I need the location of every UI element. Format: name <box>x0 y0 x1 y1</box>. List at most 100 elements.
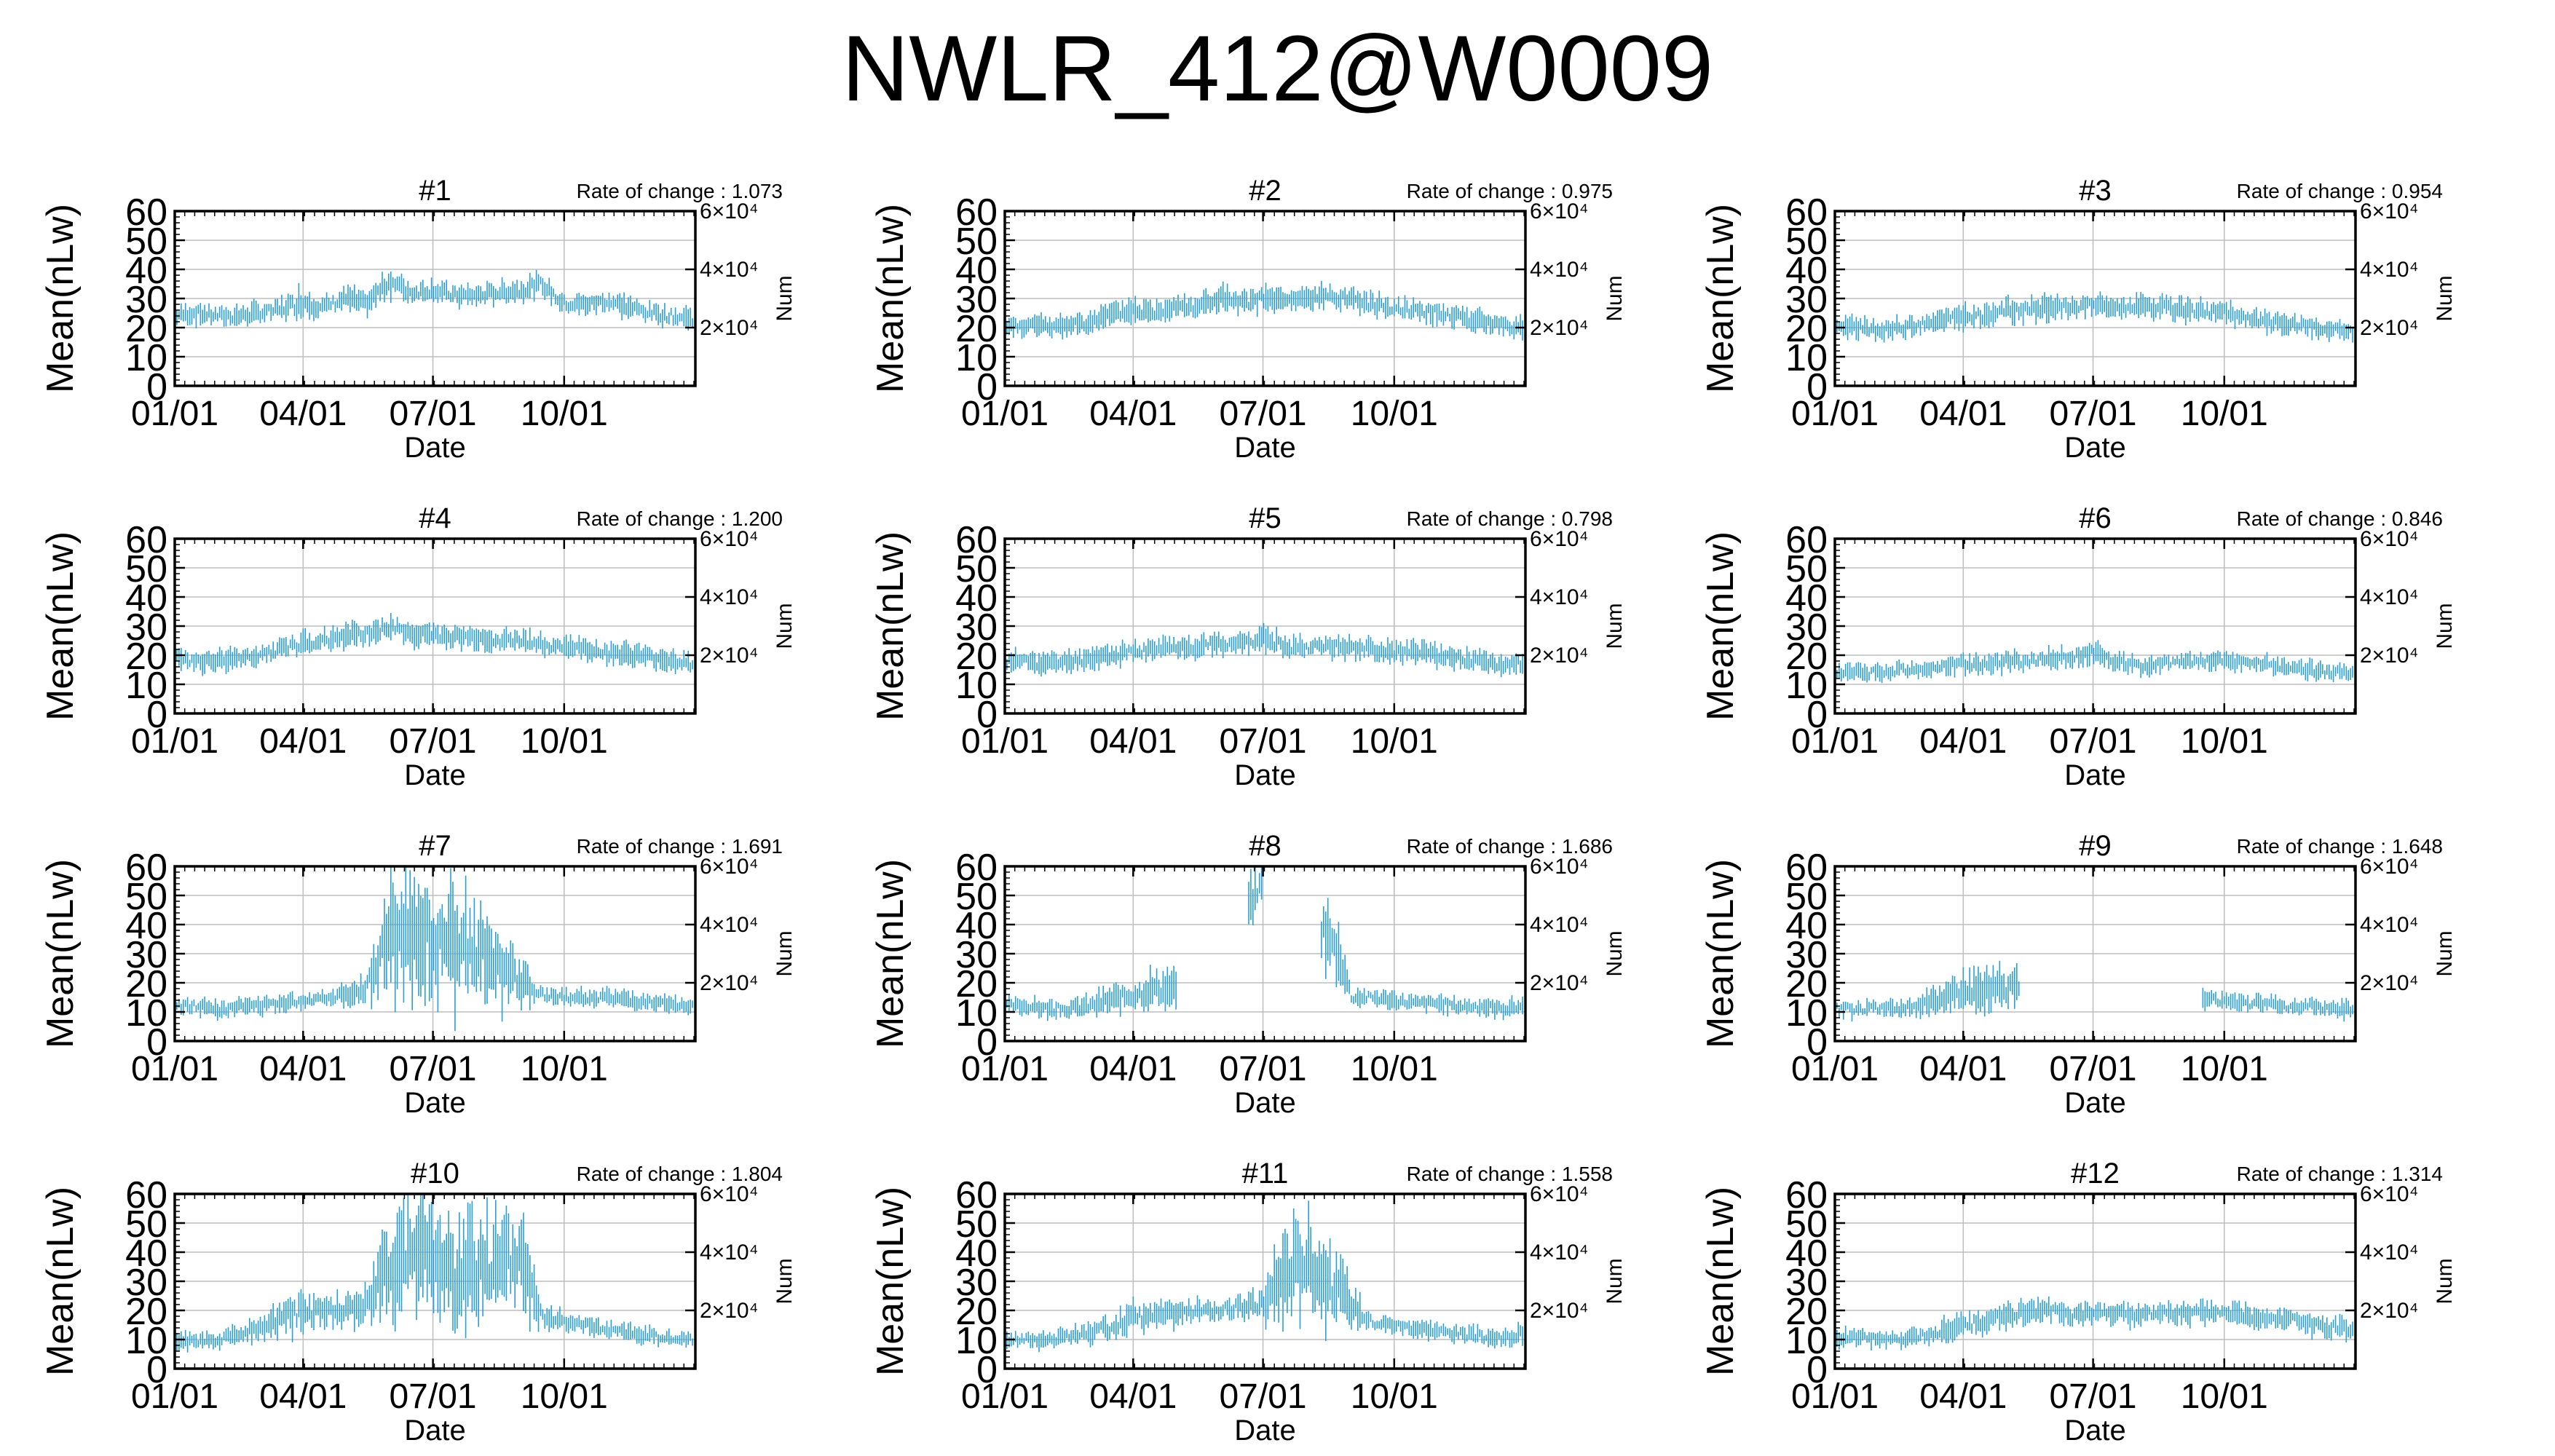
x-tick-label: 07/01 <box>2049 395 2136 433</box>
y2-tick-label: 6×10⁴ <box>700 527 758 551</box>
x-tick-label: 10/01 <box>1351 1050 1438 1088</box>
x-tick-label: 10/01 <box>1351 395 1438 433</box>
rate-of-change-annotation: Rate of change : 1.558 <box>1407 1163 1613 1185</box>
y-tick-label: 20 <box>1785 1291 1828 1333</box>
y-tick-label: 30 <box>955 279 998 321</box>
y2-axis-label: Num <box>1603 603 1627 649</box>
y-tick-label: 10 <box>125 992 167 1034</box>
y-tick-label: 60 <box>955 191 998 234</box>
y2-tick-label: 4×10⁴ <box>700 1241 758 1265</box>
x-tick-label: 07/01 <box>1219 1377 1306 1416</box>
y2-tick-label: 4×10⁴ <box>2360 585 2418 609</box>
x-tick-label: 10/01 <box>2181 1050 2268 1088</box>
x-tick-label: 07/01 <box>1219 395 1306 433</box>
y-tick-label: 30 <box>125 934 167 976</box>
major-ticks <box>1003 1192 1525 1370</box>
y2-axis-label: Num <box>2433 930 2457 976</box>
subplot-title: #7 <box>419 830 451 862</box>
x-tick-label: 07/01 <box>1219 722 1306 761</box>
y2-tick-label: 6×10⁴ <box>1530 527 1588 551</box>
y2-tick-label: 4×10⁴ <box>1530 1241 1588 1265</box>
x-axis-label: Date <box>404 1087 466 1119</box>
y2-axis-label: Num <box>2433 275 2457 321</box>
rate-of-change-annotation: Rate of change : 0.954 <box>2237 180 2443 202</box>
major-ticks <box>1003 210 1525 387</box>
rate-of-change-annotation: Rate of change : 1.073 <box>577 180 783 202</box>
y-tick-label: 50 <box>1785 876 1828 918</box>
y-tick-label: 20 <box>125 636 167 678</box>
subplot-title: #6 <box>2079 502 2112 534</box>
y2-tick-label: 2×10⁴ <box>1530 971 1588 995</box>
y-tick-label: 30 <box>955 1262 998 1304</box>
data-series <box>1004 280 1523 341</box>
x-tick-label: 07/01 <box>389 722 476 761</box>
y2-axis-label: Num <box>773 275 797 321</box>
x-tick-label: 07/01 <box>389 395 476 433</box>
y2-tick-label: 2×10⁴ <box>700 1299 758 1323</box>
y-tick-label: 0 <box>976 1349 998 1391</box>
y-tick-label: 30 <box>955 606 998 649</box>
y-tick-label: 40 <box>1785 1233 1828 1275</box>
y2-tick-label: 2×10⁴ <box>1530 316 1588 340</box>
x-axis-label: Date <box>1234 1415 1296 1447</box>
y-tick-label: 20 <box>955 963 998 1005</box>
y-tick-label: 20 <box>1785 636 1828 678</box>
y-tick-label: 60 <box>125 1174 167 1216</box>
y-tick-label: 40 <box>955 577 998 620</box>
y2-tick-label: 4×10⁴ <box>700 913 758 937</box>
y-tick-label: 30 <box>125 279 167 321</box>
y-tick-label: 10 <box>125 337 167 379</box>
x-tick-label: 07/01 <box>1219 1050 1306 1088</box>
subplot-title: #10 <box>411 1158 459 1190</box>
x-tick-label: 01/01 <box>1791 395 1879 433</box>
y-axis-label: Mean(nLw) <box>869 859 912 1048</box>
subplot-title: #1 <box>419 175 451 207</box>
y2-tick-label: 6×10⁴ <box>2360 855 2418 879</box>
y-tick-label: 10 <box>955 665 998 707</box>
major-ticks <box>1003 537 1525 715</box>
y-tick-label: 60 <box>125 519 167 561</box>
rate-of-change-annotation: Rate of change : 1.691 <box>577 835 783 858</box>
x-tick-label: 01/01 <box>961 395 1049 433</box>
y-tick-label: 20 <box>125 963 167 1005</box>
y-tick-label: 10 <box>1785 1320 1828 1362</box>
y-tick-label: 10 <box>955 992 998 1034</box>
y-tick-label: 60 <box>1785 847 1828 889</box>
major-ticks <box>173 210 695 387</box>
x-axis-label: Date <box>1234 759 1296 791</box>
y2-tick-label: 6×10⁴ <box>2360 199 2418 223</box>
y-tick-label: 50 <box>1785 221 1828 263</box>
x-tick-label: 07/01 <box>2049 1050 2136 1088</box>
x-tick-label: 01/01 <box>131 1050 218 1088</box>
y-tick-label: 50 <box>955 876 998 918</box>
x-tick-label: 04/01 <box>1089 395 1177 433</box>
y-tick-label: 60 <box>125 191 167 234</box>
y-tick-label: 0 <box>1806 1021 1828 1064</box>
x-tick-label: 10/01 <box>521 395 608 433</box>
y2-tick-label: 6×10⁴ <box>2360 1182 2418 1206</box>
y2-axis-label: Num <box>1603 1258 1627 1304</box>
y-tick-label: 60 <box>955 519 998 561</box>
y-tick-label: 0 <box>146 366 167 408</box>
y-tick-label: 10 <box>955 337 998 379</box>
y-tick-label: 40 <box>955 250 998 292</box>
data-series <box>174 613 693 676</box>
x-axis-label: Date <box>2064 1415 2126 1447</box>
x-tick-label: 07/01 <box>2049 722 2136 761</box>
y2-tick-label: 4×10⁴ <box>1530 585 1588 609</box>
y2-tick-label: 6×10⁴ <box>2360 527 2418 551</box>
x-tick-label: 10/01 <box>2181 722 2268 761</box>
y2-axis-label: Num <box>773 930 797 976</box>
y2-tick-label: 6×10⁴ <box>1530 1182 1588 1206</box>
y2-tick-label: 2×10⁴ <box>700 644 758 668</box>
y2-tick-label: 4×10⁴ <box>700 585 758 609</box>
x-tick-label: 01/01 <box>1791 722 1879 761</box>
y-tick-label: 10 <box>1785 992 1828 1034</box>
y-tick-label: 40 <box>125 250 167 292</box>
rate-of-change-annotation: Rate of change : 1.686 <box>1407 835 1613 858</box>
y-axis-label: Mean(nLw) <box>869 531 912 721</box>
